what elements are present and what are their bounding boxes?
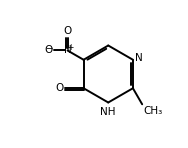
Text: N: N — [64, 45, 71, 56]
Text: NH: NH — [101, 107, 116, 117]
Text: +: + — [67, 43, 74, 52]
Text: CH₃: CH₃ — [143, 106, 162, 116]
Text: −: − — [45, 43, 52, 52]
Text: N: N — [136, 53, 143, 63]
Text: O: O — [63, 26, 72, 36]
Text: O: O — [44, 45, 52, 56]
Text: O: O — [55, 83, 64, 93]
